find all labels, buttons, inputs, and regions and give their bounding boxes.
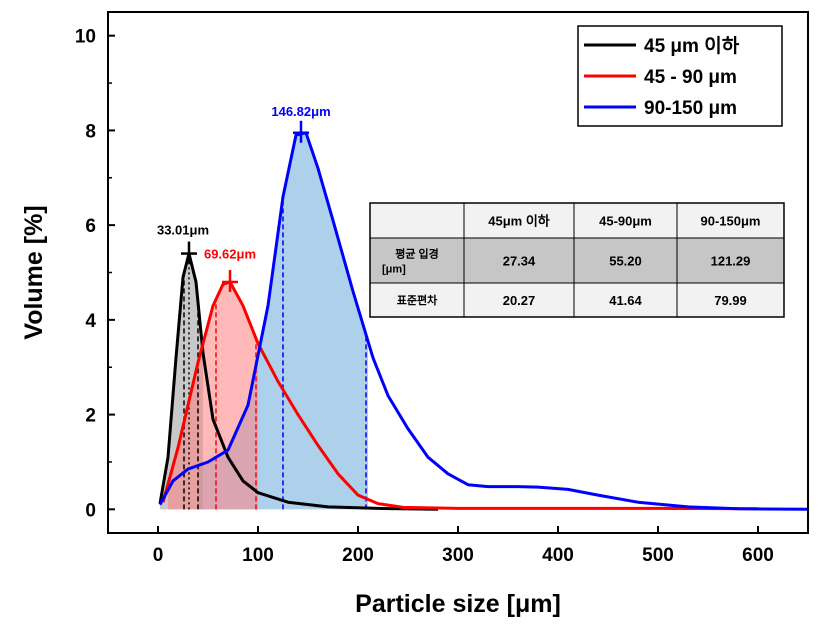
y-tick-label: 8 bbox=[85, 121, 96, 142]
axis-ticks: 0 100 200 300 400 500 600 0 2 4 6 8 10 bbox=[75, 27, 774, 566]
y-tick-label: 2 bbox=[85, 406, 96, 427]
legend-entry: 45 μm 이하 bbox=[644, 35, 740, 57]
y-axis-title: Volume [%] bbox=[20, 205, 48, 339]
x-tick-label: 300 bbox=[442, 545, 474, 566]
y-tick-label: 4 bbox=[85, 311, 96, 332]
table-cell: 55.20 bbox=[609, 254, 642, 269]
table-row-bg bbox=[370, 203, 784, 238]
legend-entry: 45 - 90 μm bbox=[644, 67, 737, 88]
x-tick-label: 0 bbox=[153, 545, 164, 566]
y-tick-label: 10 bbox=[75, 27, 96, 48]
table-cell: 20.27 bbox=[503, 293, 536, 308]
peak-marker bbox=[222, 269, 238, 292]
table-row-bg bbox=[370, 238, 784, 283]
table-row-unit: [μm] bbox=[382, 264, 406, 276]
peak-annotations: 33.01μm 69.62μm 146.82μm bbox=[157, 104, 331, 261]
series-line bbox=[158, 252, 439, 511]
peak-markers bbox=[181, 120, 309, 292]
legend-entry: 90-150 μm bbox=[644, 98, 737, 119]
x-axis-title: Particle size [μm] bbox=[355, 590, 561, 618]
peak-marker bbox=[181, 241, 197, 264]
peak-label: 146.82μm bbox=[271, 104, 330, 119]
table-row-label: 표준편차 bbox=[397, 293, 438, 307]
series-line bbox=[158, 131, 809, 511]
x-tick-label: 500 bbox=[642, 545, 674, 566]
dashed-lines bbox=[183, 196, 367, 510]
y-tick-label: 6 bbox=[85, 216, 96, 237]
y-tick-label: 0 bbox=[85, 500, 96, 521]
table-header: 45μm 이하 bbox=[488, 214, 550, 229]
peak-marker bbox=[293, 120, 309, 143]
peak-label: 69.62μm bbox=[204, 246, 256, 261]
table-header: 45-90μm bbox=[599, 214, 652, 229]
peak-label: 33.01μm bbox=[157, 223, 209, 238]
stats-table: 45μm 이하 45-90μm 90-150μm 평균 입경 [μm] 27.34 55.2… bbox=[369, 202, 785, 318]
table-border bbox=[369, 202, 785, 318]
x-tick-label: 200 bbox=[342, 545, 374, 566]
table-row-bg bbox=[370, 283, 784, 317]
table-cell: 27.34 bbox=[503, 254, 536, 269]
shaded-area bbox=[168, 282, 258, 510]
legend: 45 μm 이하 45 - 90 μm 90-150 μm bbox=[577, 25, 783, 127]
table-row-label: 평균 입경 bbox=[395, 247, 439, 261]
series-curves bbox=[158, 131, 809, 511]
table-cell: 121.29 bbox=[711, 254, 751, 269]
x-tick-label: 100 bbox=[242, 545, 274, 566]
table-cell: 41.64 bbox=[609, 293, 642, 308]
x-tick-label: 400 bbox=[542, 545, 574, 566]
x-tick-label: 600 bbox=[742, 545, 774, 566]
table-cell: 79.99 bbox=[714, 293, 747, 308]
table-header: 90-150μm bbox=[701, 214, 761, 229]
series-line bbox=[161, 280, 759, 511]
